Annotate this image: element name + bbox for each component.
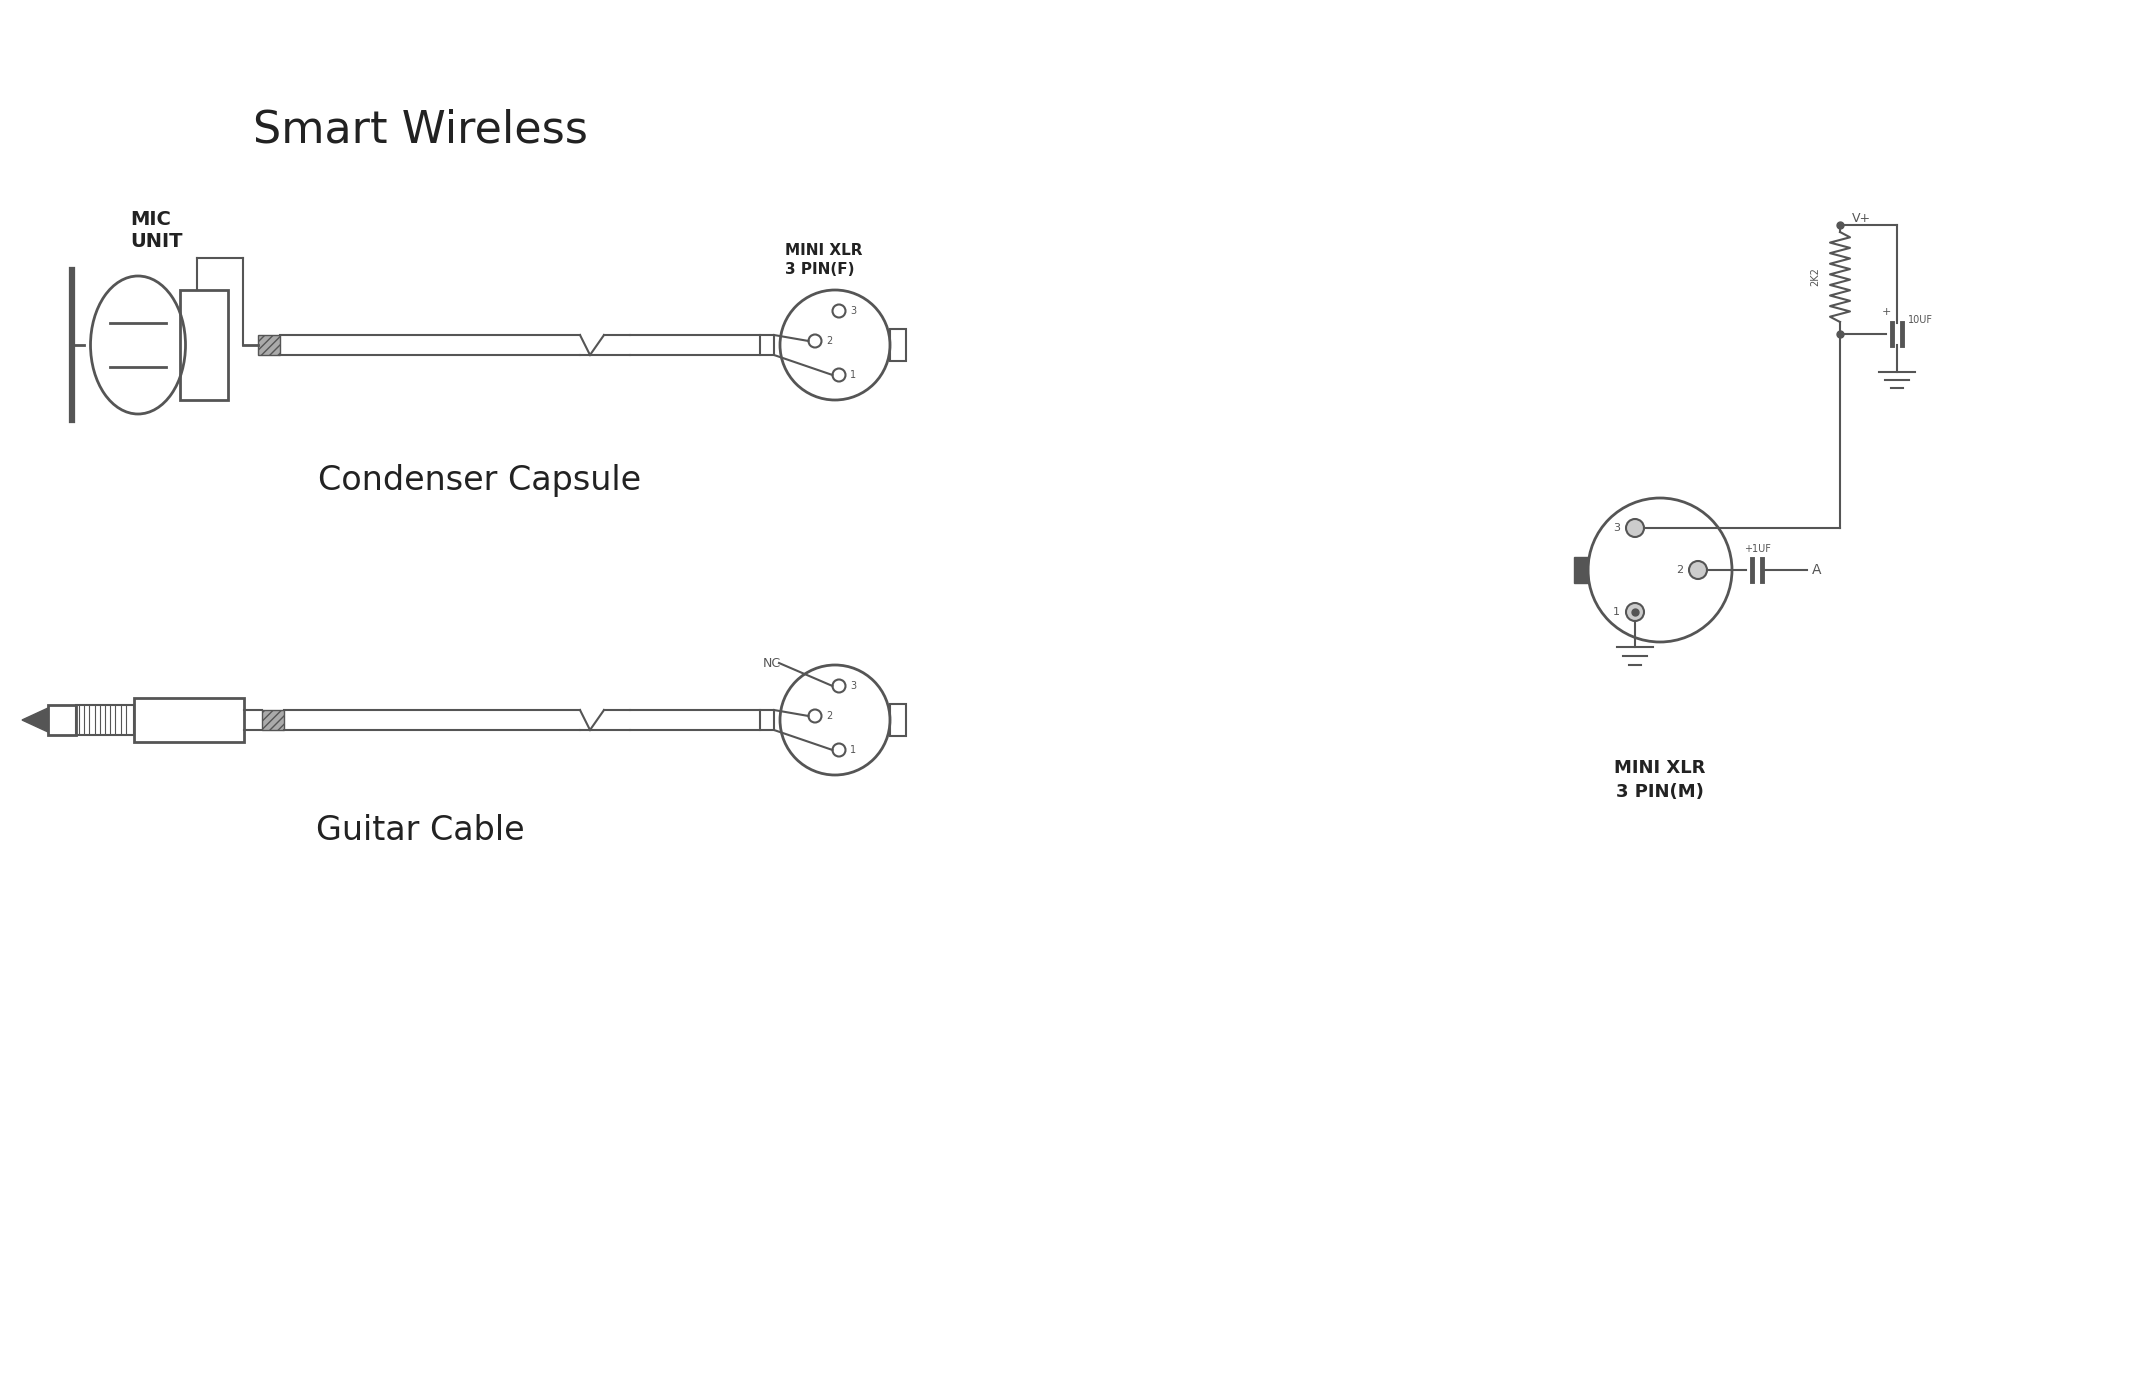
- Text: 2: 2: [826, 711, 833, 720]
- Circle shape: [1689, 562, 1706, 580]
- Bar: [760, 335, 775, 355]
- Text: Guitar Cable: Guitar Cable: [315, 813, 524, 846]
- Bar: [760, 709, 775, 730]
- Text: 2: 2: [826, 335, 833, 346]
- Text: 10UF: 10UF: [1908, 315, 1934, 326]
- Text: 3: 3: [850, 306, 856, 316]
- Text: Smart Wireless: Smart Wireless: [253, 109, 588, 152]
- Text: NC: NC: [764, 657, 781, 669]
- Circle shape: [1627, 519, 1644, 537]
- Bar: [891, 704, 906, 736]
- Text: +: +: [1882, 306, 1891, 317]
- Text: MIC
UNIT: MIC UNIT: [131, 210, 182, 251]
- Bar: [133, 698, 245, 742]
- Bar: [1573, 558, 1588, 582]
- Text: 3: 3: [850, 680, 856, 691]
- Text: Condenser Capsule: Condenser Capsule: [318, 464, 642, 497]
- Bar: [75, 705, 133, 736]
- Bar: [180, 290, 227, 400]
- Text: MINI XLR
3 PIN(M): MINI XLR 3 PIN(M): [1614, 759, 1706, 800]
- Text: 2K2: 2K2: [1809, 268, 1820, 287]
- Text: 3: 3: [1614, 523, 1620, 533]
- Text: MINI XLR
3 PIN(F): MINI XLR 3 PIN(F): [785, 243, 863, 277]
- Polygon shape: [21, 708, 47, 731]
- Text: 1: 1: [850, 370, 856, 380]
- Text: 1: 1: [1614, 607, 1620, 617]
- Bar: [47, 705, 75, 736]
- Circle shape: [1627, 603, 1644, 621]
- Bar: [262, 709, 283, 730]
- Text: +1UF: +1UF: [1743, 544, 1770, 553]
- Text: A: A: [1811, 563, 1822, 577]
- Bar: [891, 328, 906, 362]
- Text: V+: V+: [1852, 213, 1871, 225]
- Bar: [258, 335, 279, 355]
- Text: 2: 2: [1676, 564, 1682, 575]
- Text: 1: 1: [850, 745, 856, 755]
